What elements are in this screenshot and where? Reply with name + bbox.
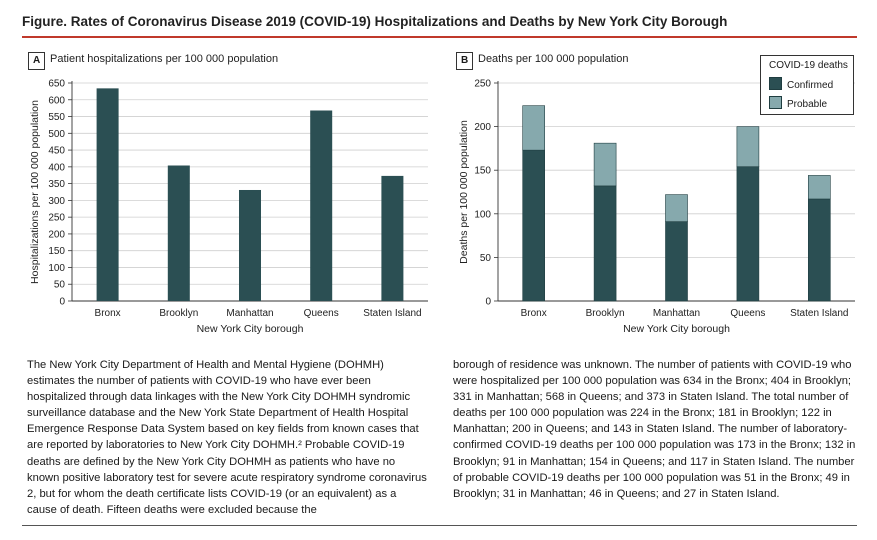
bar-probable-manhattan [665, 194, 688, 222]
body-paragraph-left: The New York City Department of Health a… [27, 359, 427, 516]
panel-a-label: A [28, 52, 46, 70]
body-text-right: borough of residence was unknown. The nu… [453, 357, 858, 502]
y-tick-label: 300 [48, 196, 65, 207]
y-tick-label: 100 [474, 209, 491, 220]
y-tick-label: 600 [48, 95, 65, 106]
y-tick-label: 0 [59, 297, 65, 308]
bar-queens [310, 110, 333, 301]
legend-title: COVID-19 deaths [769, 60, 848, 71]
bar-brooklyn [167, 165, 190, 301]
y-tick-label: 400 [48, 162, 65, 173]
y-tick-label: 250 [474, 79, 491, 90]
x-tick-label: Brooklyn [159, 308, 198, 319]
hospitalizations-chart: 0 50 100 150 200 250 300 350 400 450 500 550 600 650 B… [29, 79, 428, 335]
bar-probable-staten-island [807, 175, 831, 200]
y-axis-title: Deaths per 100 000 population [458, 120, 470, 264]
x-axis-title: New York City borough [197, 323, 304, 335]
bar-bronx [96, 88, 119, 302]
x-tick-label: Manhattan [653, 308, 700, 319]
x-tick-label: Queens [304, 308, 339, 319]
y-tick-label: 50 [54, 280, 66, 291]
bar-staten-island [381, 175, 404, 301]
bar-probable-bronx [522, 105, 546, 151]
x-tick-label: Bronx [95, 308, 121, 319]
y-tick-label: 200 [48, 229, 65, 240]
y-tick-label: 650 [48, 79, 65, 90]
body-text-left: The New York City Department of Health a… [27, 357, 427, 518]
y-tick-label: 150 [474, 166, 491, 177]
legend-label-probable: Probable [787, 99, 828, 110]
y-tick-label: 350 [48, 179, 65, 190]
y-tick-label: 550 [48, 112, 65, 123]
bar-confirmed-bronx [522, 149, 546, 302]
x-tick-label: Staten Island [790, 308, 848, 319]
y-tick-label: 200 [474, 122, 491, 133]
bar-confirmed-queens [736, 166, 760, 302]
legend-item-probable: Probable [769, 96, 827, 110]
legend-swatch-confirmed [769, 77, 782, 90]
bar-confirmed-manhattan [665, 221, 688, 302]
bar-confirmed-staten-island [807, 198, 831, 302]
panel-b-heading: Deaths per 100 000 population [478, 53, 629, 65]
legend-swatch-probable [769, 96, 782, 109]
bar-manhattan [239, 189, 261, 301]
y-tick-label: 500 [48, 129, 65, 140]
y-tick-label: 50 [480, 253, 492, 264]
y-axis-title: Hospitalizations per 100 000 population [29, 100, 41, 284]
x-tick-label: Queens [730, 308, 765, 319]
body-paragraph-right: borough of residence was unknown. The nu… [453, 359, 856, 500]
bar-confirmed-brooklyn [593, 185, 617, 302]
bar-probable-brooklyn [593, 142, 617, 187]
deaths-chart: 0 50 100 150 200 250 Bronx Brooklyn Manhattan Que… [458, 79, 855, 335]
panel-a-heading: Patient hospitalizations per 100 000 pop… [50, 53, 279, 65]
chart-legend: COVID-19 deaths Confirmed Probable [760, 55, 854, 115]
y-tick-label: 0 [485, 297, 491, 308]
legend-item-confirmed: Confirmed [769, 77, 833, 91]
panel-b-label: B [456, 52, 474, 70]
figure-title: Figure. Rates of Coronavirus Disease 201… [22, 14, 728, 29]
x-tick-label: Staten Island [363, 308, 421, 319]
y-tick-label: 100 [48, 263, 65, 274]
x-tick-label: Brooklyn [586, 308, 625, 319]
y-tick-label: 450 [48, 146, 65, 157]
y-tick-label: 150 [48, 246, 65, 257]
bottom-rule [22, 525, 857, 526]
legend-label-confirmed: Confirmed [787, 80, 834, 91]
x-tick-label: Bronx [521, 308, 547, 319]
x-axis-title: New York City borough [623, 323, 730, 335]
title-rule [22, 36, 857, 38]
bar-probable-queens [736, 126, 760, 168]
y-tick-label: 250 [48, 213, 65, 224]
x-tick-label: Manhattan [226, 308, 273, 319]
